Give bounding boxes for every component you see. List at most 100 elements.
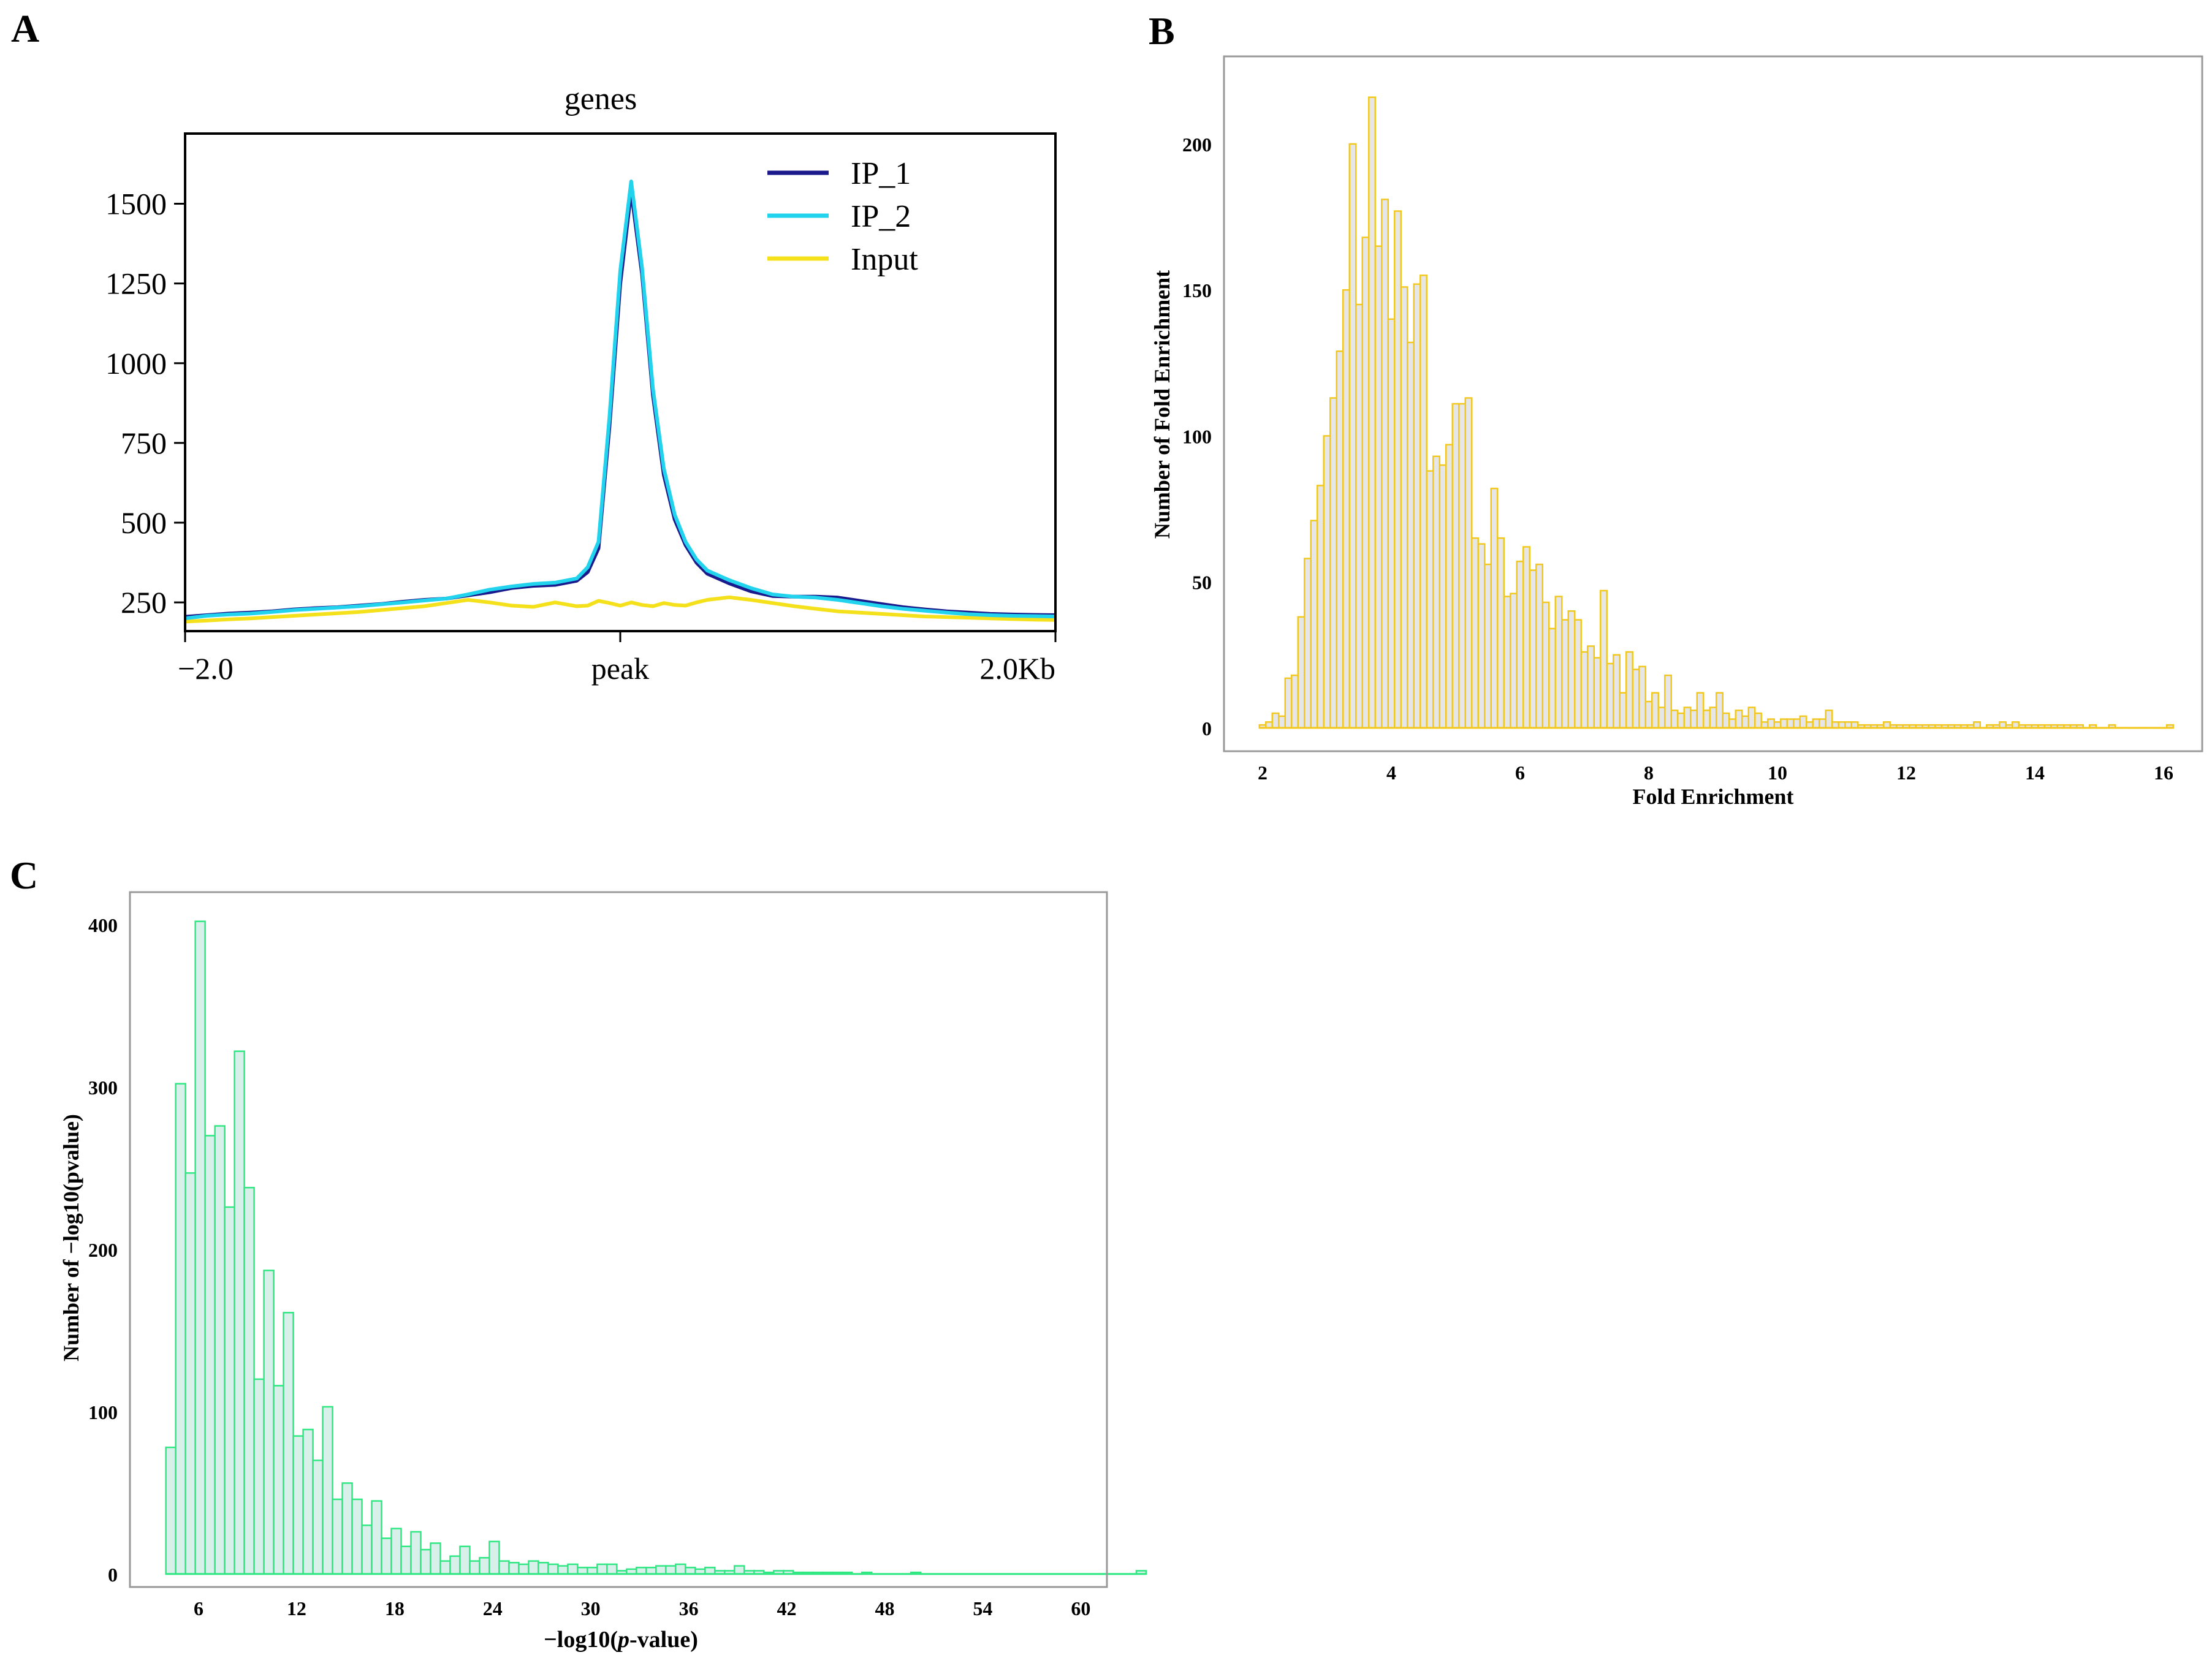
panel-b-plot-area: 0 50 100 150 200 2 4 6 8 10 12 14 16 [1182,96,2174,784]
panel-b-x-tick-label: 10 [1768,762,1787,784]
panel-c-histogram-bar [557,1565,569,1575]
panel-c-histogram-bar [381,1537,392,1575]
panel-c: C 0 100 200 300 400 6 12 18 24 30 36 42 48 54 60 −log1… [10,854,1147,1653]
panel-c-histogram-bar [606,1563,618,1575]
panel-a-plot-area: 250 500 750 1000 1250 1500 −2.0 peak 2.0Kb [105,180,1057,686]
panel-c-x-tick-label: 36 [679,1597,699,1619]
panel-c-histogram-bar [577,1566,588,1575]
panel-b-histogram-bar [1593,657,1602,729]
panel-b-x-tick-label: 2 [1258,762,1268,784]
panel-b-histogram-bar [1690,710,1698,729]
panel-c-plot-area: 0 100 200 300 400 6 12 18 24 30 36 42 48 54 60 [88,914,1147,1619]
panel-c-histogram-bar [194,920,206,1575]
panel-c-x-tick-label: 48 [875,1597,894,1619]
panel-b-histogram-bar [1510,593,1518,729]
panel-b-histogram-bar [1638,665,1646,729]
panel-c-histogram-bar [273,1385,284,1575]
panel-c-histogram-bar [332,1498,343,1575]
panel-b-y-tick-label: 50 [1192,572,1212,594]
panel-b-x-tick-label: 16 [2154,762,2173,784]
panel-c-histogram-bar [596,1563,608,1575]
panel-c-histogram-bar [518,1563,530,1575]
panel-b-histogram-bar [1619,692,1627,729]
panel-c-histogram-bar [184,1172,196,1575]
panel-c-histogram-bar [214,1125,226,1575]
panel-b-histogram-bar [1471,537,1479,729]
panel-b-histogram-bar [1786,718,1795,729]
panel-b-histogram-bar [1683,706,1692,729]
panel-b-histogram-bar [1374,245,1383,729]
panel-b-histogram-bar [1451,403,1460,729]
panel-c-x-tick-label: 12 [287,1597,306,1619]
panel-c-histogram-bar [645,1566,657,1575]
panel-b: B 0 50 100 150 200 2 4 6 8 10 12 14 16 Fold Enrichme… [1149,9,2203,809]
panel-c-histogram-bar [390,1528,402,1575]
panel-c-histogram-bar [430,1542,441,1575]
panel-a-y-tick-label: 250 [121,585,167,619]
panel-b-histogram-bar [1284,677,1293,729]
panel-b-histogram-bar [1336,350,1344,729]
panel-b-x-tick-label: 8 [1644,762,1654,784]
panel-b-histogram-bar [1381,199,1389,729]
panel-b-x-tick-label: 6 [1515,762,1525,784]
panel-c-histogram-bar [665,1565,677,1575]
panel-c-y-tick-label: 0 [108,1564,118,1586]
panel-c-histogram-bar [243,1186,255,1575]
panel-c-x-tick-label: 6 [194,1597,203,1619]
panel-c-y-tick-label: 400 [88,914,118,936]
panel-a-y-tick-label: 750 [121,426,167,460]
panel-b-histogram-bar [1304,558,1312,729]
panel-b-histogram-bar [1580,651,1589,729]
panel-c-histogram-bar [508,1562,520,1575]
panel-b-histogram-bar [1310,520,1318,729]
panel-a-x-tick-label: peak [591,651,649,686]
panel-c-histogram-bar [538,1562,549,1575]
panel-c-histogram-bar [439,1560,451,1575]
panel-c-x-tick-label: 54 [973,1597,992,1619]
panel-c-histogram-bar [636,1566,647,1575]
panel-b-histogram-bar [1278,715,1286,729]
panel-b-histogram-bar [1632,668,1640,729]
panel-b-histogram-bar [1522,546,1530,729]
panel-c-histogram-bar [567,1563,579,1575]
panel-b-y-tick-label: 100 [1182,425,1212,447]
panel-b-histogram-bar [1458,403,1466,729]
panel-b-histogram-bar [1696,692,1705,729]
panel-c-histogram-bar [547,1563,559,1575]
panel-b-histogram-bar [1677,712,1685,729]
panel-b-histogram-bar [1490,487,1499,729]
panel-b-y-tick-label: 0 [1202,718,1212,740]
panel-c-histogram-bar [361,1524,373,1575]
panel-b-x-tick-label: 4 [1386,762,1396,784]
panel-a-series-line-ip_2 [184,180,1056,621]
panel-c-x-axis-label: −log10(p-value) [544,1627,698,1653]
panel-c-histogram-bar [165,1446,177,1575]
panel-c-histogram-bar [234,1050,245,1575]
panel-c-y-axis-label: Number of −log10(pvalue) [59,1114,83,1361]
panel-b-histogram-bar [1587,645,1595,729]
panel-b-histogram-bar [1464,397,1473,729]
panel-b-histogram-bar [1297,616,1306,729]
panel-c-histogram-bar [704,1566,716,1575]
panel-b-histogram-bar [1793,718,1801,729]
panel-a: A genes 250 500 750 1000 1250 1500 −2.0 peak 2.0… [11,7,1057,686]
panel-c-histogram-bar [479,1557,490,1575]
panel-b-histogram-bar [1400,286,1408,729]
panel-b-histogram-bar [1420,275,1427,729]
panel-b-histogram-bar [1709,706,1717,729]
panel-b-histogram-bar [1439,464,1447,729]
panel-b-histogram-bar [1541,601,1550,729]
panel-a-y-tick-label: 500 [121,506,167,540]
panel-b-histogram-bar [1516,561,1524,729]
panel-b-histogram-bar [1413,283,1421,729]
panel-b-histogram-bar [1503,596,1511,729]
panel-c-histogram-bar [685,1566,696,1575]
panel-b-histogram-bar [1355,303,1363,729]
panel-b-histogram-bar [1323,435,1331,729]
panel-a-title: genes [564,81,637,116]
panel-a-letter: A [11,7,39,50]
panel-a-y-tick-label: 1500 [105,187,167,221]
panel-c-histogram-bar [459,1545,471,1575]
panel-b-histogram-bar [1348,143,1357,729]
panel-b-histogram-bar [1735,710,1743,729]
